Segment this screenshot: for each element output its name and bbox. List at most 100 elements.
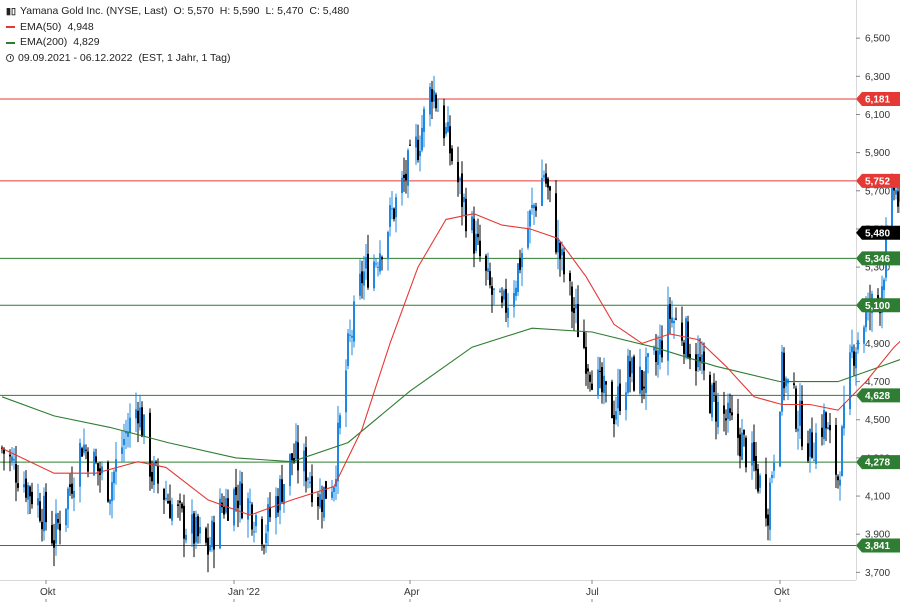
candle-body bbox=[821, 427, 823, 437]
candle-body bbox=[15, 463, 17, 483]
candle-body bbox=[471, 216, 473, 231]
candle-body bbox=[227, 498, 229, 521]
candle-body bbox=[811, 432, 813, 458]
candle-body bbox=[9, 454, 11, 457]
candle-body bbox=[487, 268, 489, 272]
candle-body bbox=[729, 408, 731, 413]
candle-body bbox=[683, 342, 685, 355]
candle-body bbox=[179, 500, 181, 503]
level-tag bbox=[856, 173, 900, 188]
y-tick-label: 4,900 bbox=[865, 339, 890, 350]
candle-body bbox=[219, 498, 221, 549]
candle-body bbox=[615, 411, 617, 420]
candle-body bbox=[419, 150, 421, 157]
candle-body bbox=[629, 361, 631, 377]
legend-symbol: Yamana Gold Inc. (NYSE, Last) bbox=[20, 5, 168, 17]
candle-body bbox=[361, 271, 363, 284]
candle-body bbox=[835, 424, 837, 475]
candle-body bbox=[759, 475, 761, 488]
x-tick-label: Jan '22 bbox=[228, 587, 260, 598]
candle-body bbox=[183, 505, 185, 539]
candle-body bbox=[505, 289, 507, 313]
last-price-tag bbox=[856, 225, 900, 240]
candle-body bbox=[783, 352, 785, 389]
candle-body bbox=[405, 173, 407, 181]
candle-body bbox=[25, 478, 27, 498]
legend-ema50-value: 4,948 bbox=[67, 20, 94, 33]
candle-body bbox=[197, 516, 199, 537]
candle-body bbox=[139, 407, 141, 428]
candle-body bbox=[675, 318, 677, 320]
candle-body bbox=[375, 263, 377, 265]
candle-body bbox=[589, 374, 591, 382]
candle-body bbox=[893, 186, 895, 191]
candle-body bbox=[655, 350, 657, 362]
level-tag-label: 3,841 bbox=[865, 541, 890, 552]
candle-body bbox=[739, 434, 741, 457]
candle-body bbox=[407, 150, 409, 186]
x-tick-label: Jul bbox=[586, 587, 599, 598]
candle-body bbox=[59, 523, 61, 531]
candle-body bbox=[305, 447, 307, 482]
candle-body bbox=[319, 494, 321, 508]
candle-body bbox=[373, 261, 375, 289]
level-tag-label: 5,346 bbox=[865, 254, 890, 265]
candle-body bbox=[323, 486, 325, 518]
legend-ema50-label: EMA(50) bbox=[20, 20, 62, 33]
candle-body bbox=[421, 127, 423, 151]
candle-body bbox=[771, 475, 773, 478]
candle-body bbox=[337, 422, 339, 482]
candle-body bbox=[723, 405, 725, 414]
candle-body bbox=[823, 410, 825, 440]
candle-body bbox=[659, 339, 661, 355]
candle-body bbox=[695, 354, 697, 371]
candle-body bbox=[85, 449, 87, 451]
candle-body bbox=[37, 498, 39, 506]
candle-body bbox=[445, 126, 447, 134]
candle-body bbox=[73, 490, 75, 498]
candle-body bbox=[841, 426, 843, 477]
candle-body bbox=[387, 232, 389, 260]
candle-body bbox=[191, 514, 193, 534]
x-tick-label: Okt bbox=[774, 587, 790, 598]
candle-body bbox=[23, 484, 25, 488]
candle-body bbox=[149, 412, 151, 477]
candle-body bbox=[839, 479, 841, 486]
candle-body bbox=[165, 497, 167, 500]
candle-body bbox=[661, 340, 663, 358]
candle-body bbox=[307, 478, 309, 480]
candle-body bbox=[143, 414, 145, 437]
candle-body bbox=[815, 432, 817, 464]
candle-body bbox=[95, 456, 97, 463]
candle-body bbox=[687, 321, 689, 359]
candle-body bbox=[801, 400, 803, 447]
candle-body bbox=[743, 429, 745, 435]
candle-body bbox=[877, 295, 879, 299]
candle-body bbox=[843, 403, 845, 429]
candle-body bbox=[87, 451, 89, 472]
candle-body bbox=[447, 121, 449, 132]
candle-body bbox=[491, 286, 493, 295]
candle-body bbox=[461, 173, 463, 208]
candle-body bbox=[725, 418, 727, 421]
candle-body bbox=[737, 413, 739, 438]
candle-body bbox=[109, 499, 111, 504]
candle-body bbox=[237, 500, 239, 509]
candle-body bbox=[785, 378, 787, 387]
candle-body bbox=[653, 348, 655, 351]
candle-body bbox=[559, 243, 561, 260]
candle-body bbox=[517, 263, 519, 292]
candle-body bbox=[177, 504, 179, 506]
candle-body bbox=[699, 357, 701, 362]
candle-body bbox=[239, 481, 241, 506]
y-tick-label: 5,900 bbox=[865, 148, 890, 159]
candle-body bbox=[599, 370, 601, 372]
candle-body bbox=[645, 356, 647, 393]
y-tick-label: 4,700 bbox=[865, 377, 890, 388]
candle-body bbox=[773, 462, 775, 471]
candle-body bbox=[27, 485, 29, 500]
candle-body bbox=[125, 432, 127, 434]
candle-body bbox=[281, 479, 283, 502]
legend-close: C: 5,480 bbox=[309, 5, 350, 17]
